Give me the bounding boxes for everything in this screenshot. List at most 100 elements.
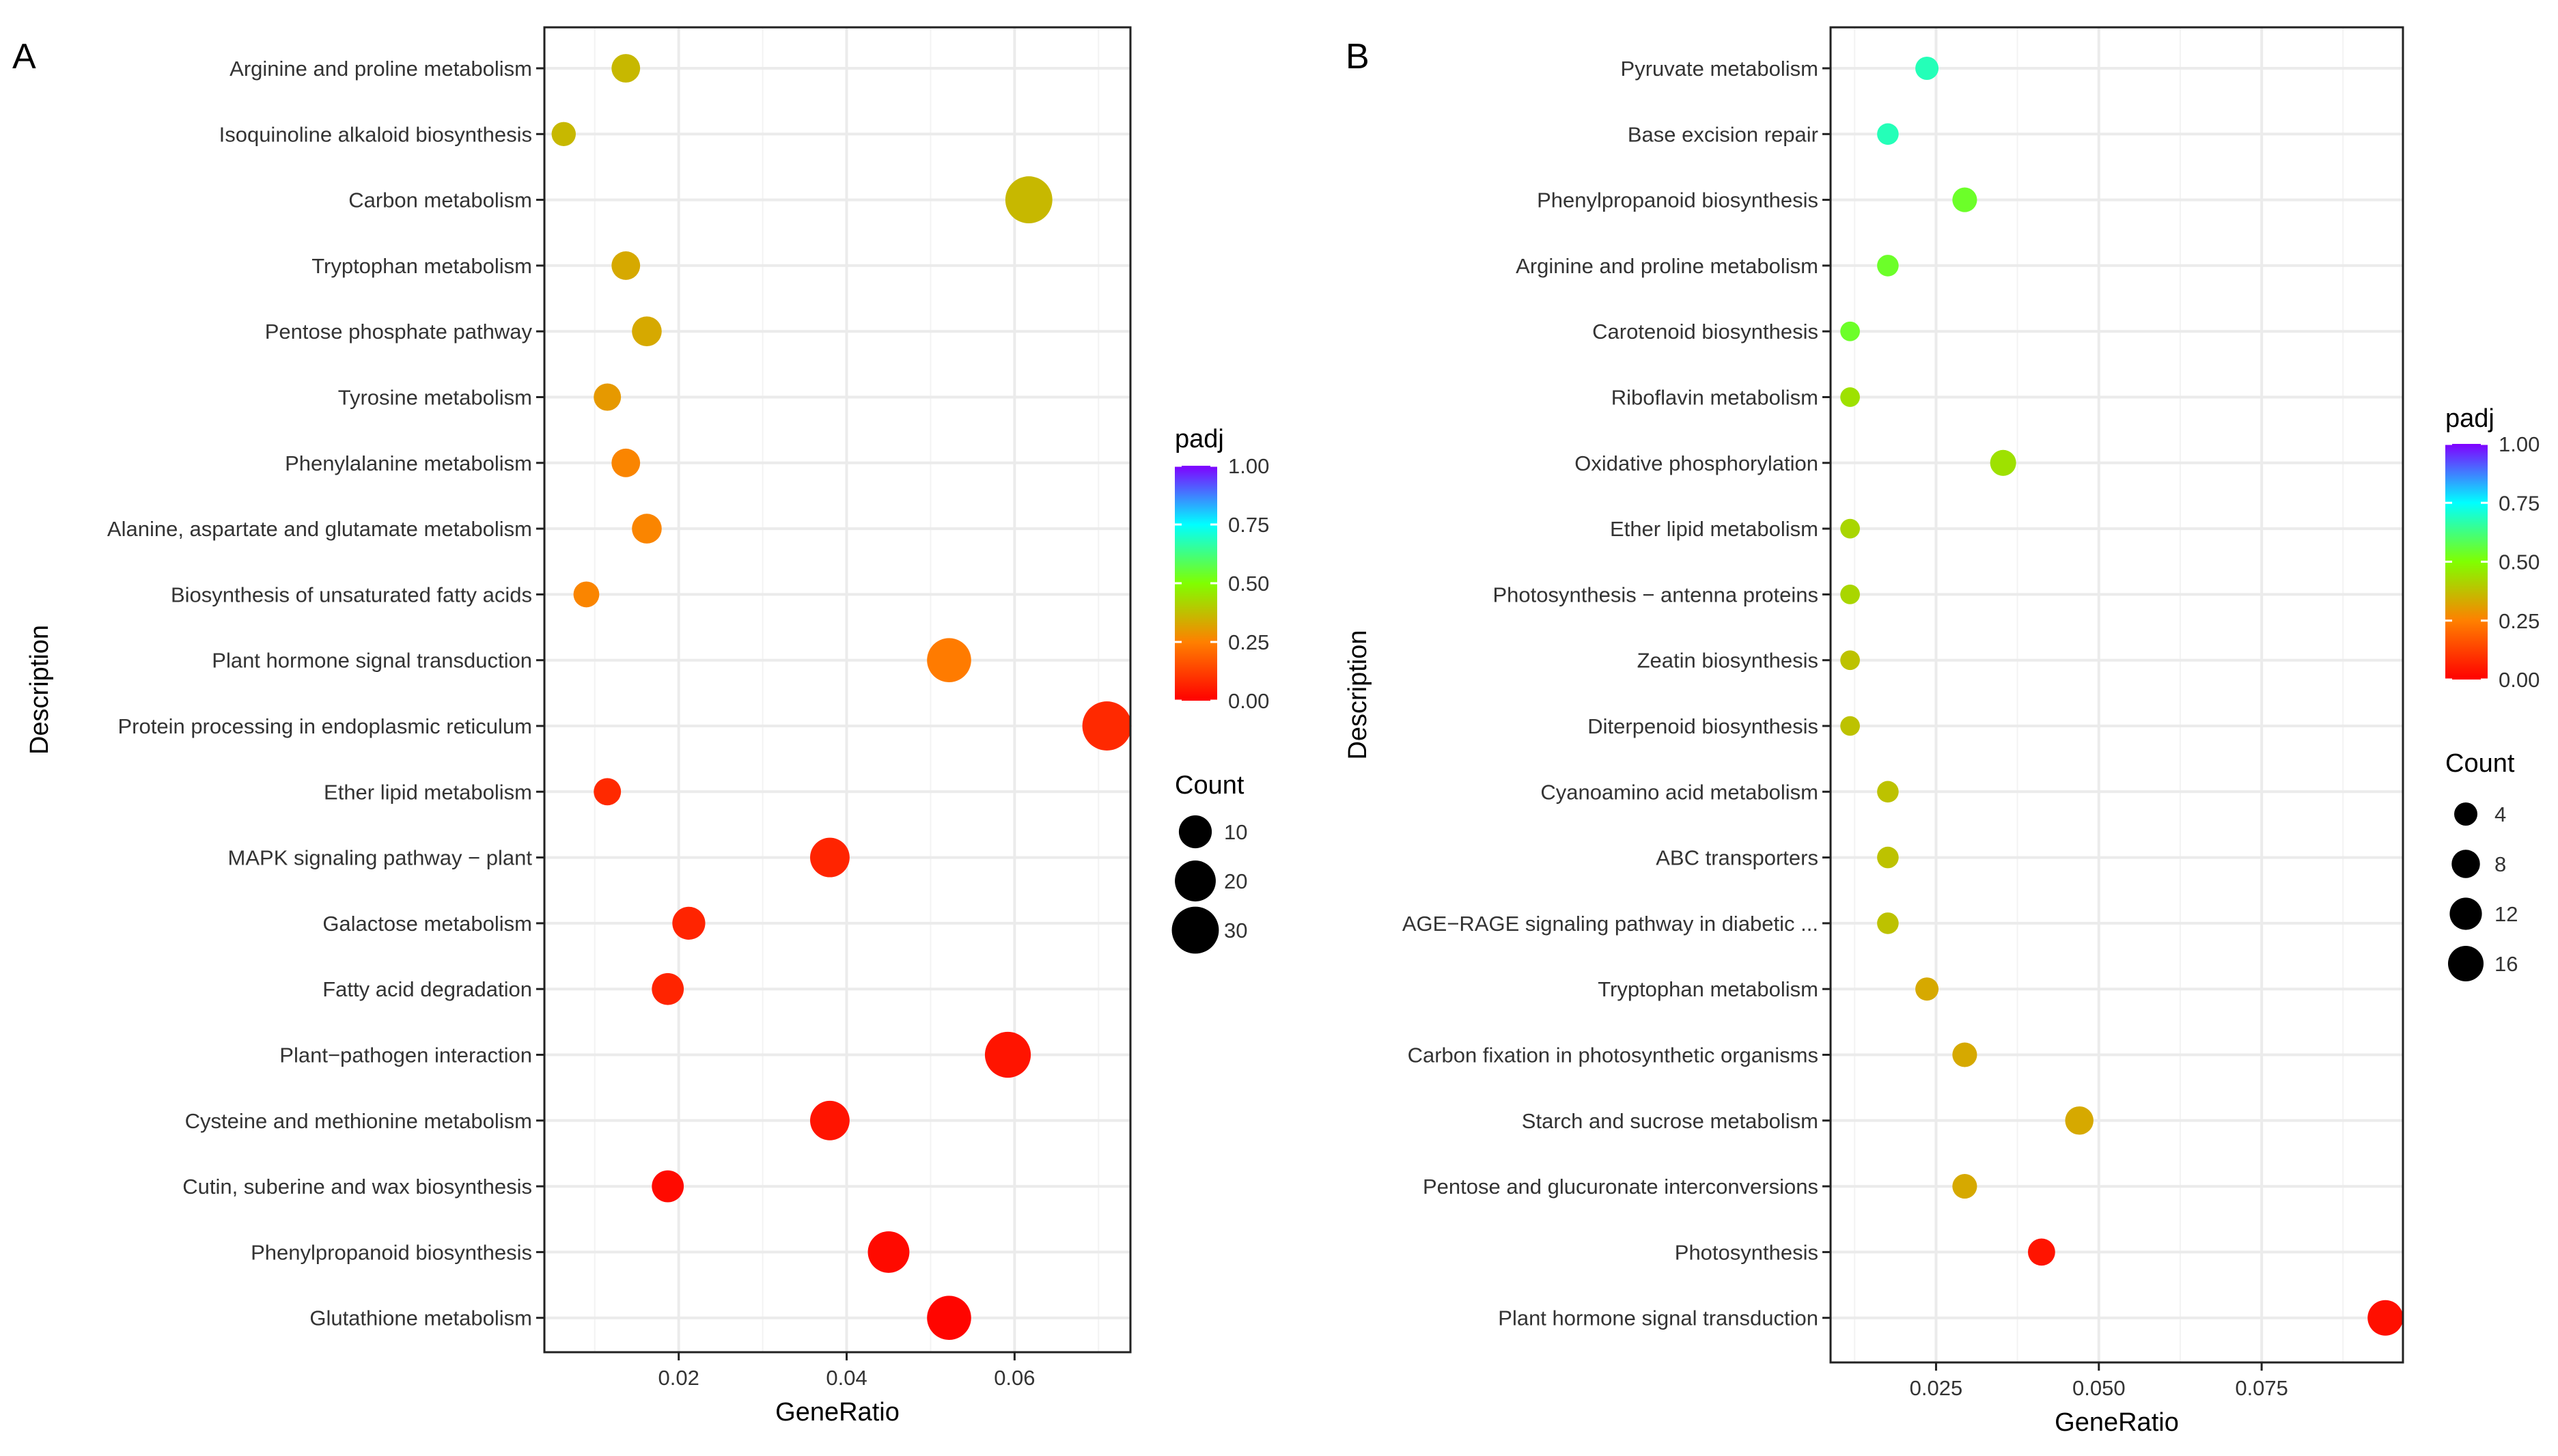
panel-a: A Arginine and proline metabolism Isoquino… xyxy=(12,26,1269,1427)
y-tick-label: Plant−pathogen interaction xyxy=(279,1044,532,1067)
count-legend-label: 10 xyxy=(1224,820,1247,844)
count-legend-label: 4 xyxy=(2494,802,2506,826)
data-point xyxy=(1990,449,2016,476)
y-tick-label: Starch and sucrose metabolism xyxy=(1522,1109,1818,1133)
padj-legend-title: padj xyxy=(2445,404,2494,433)
plot-border xyxy=(1829,26,2404,1364)
y-tick-label: Base excision repair xyxy=(1628,122,1818,146)
data-point xyxy=(611,448,641,477)
data-point xyxy=(810,1100,850,1140)
y-tick-label: Tryptophan metabolism xyxy=(1598,977,1818,1001)
data-point xyxy=(632,316,662,346)
data-point xyxy=(810,837,850,878)
x-axis-title: GeneRatio xyxy=(775,1398,900,1427)
count-legend-label: 12 xyxy=(2494,902,2518,926)
y-tick-label: Phenylpropanoid biosynthesis xyxy=(251,1240,532,1264)
data-point xyxy=(611,251,641,280)
y-tick-label: Tyrosine metabolism xyxy=(338,386,532,410)
y-tick-label: Cysteine and methionine metabolism xyxy=(185,1109,532,1133)
y-tick-label: Carotenoid biosynthesis xyxy=(1592,320,1818,344)
colorbar-label: 0.75 xyxy=(2499,491,2540,515)
colorbar-label: 0.75 xyxy=(1228,513,1269,537)
y-tick-label: Fatty acid degradation xyxy=(322,977,532,1001)
count-legend-title: Count xyxy=(2445,749,2515,778)
count-legend-dot xyxy=(1175,860,1216,901)
colorbar-label: 1.00 xyxy=(1228,454,1269,478)
y-tick-label: Arginine and proline metabolism xyxy=(230,57,532,81)
y-tick-label: Carbon fixation in photosynthetic organi… xyxy=(1408,1044,1818,1067)
x-tick-label: 0.06 xyxy=(994,1366,1035,1390)
panel-label: B xyxy=(1346,37,1370,76)
data-point xyxy=(1877,123,1899,145)
y-tick-label: Pentose phosphate pathway xyxy=(265,320,533,344)
data-point xyxy=(1840,716,1860,736)
data-point xyxy=(1840,321,1860,341)
y-tick-label: Biosynthesis of unsaturated fatty acids xyxy=(171,583,532,606)
data-point xyxy=(1877,781,1899,803)
data-point xyxy=(1840,650,1860,671)
data-point xyxy=(984,1031,1031,1078)
colorbar-label: 1.00 xyxy=(2499,432,2540,456)
y-axis-title: Description xyxy=(25,625,54,755)
colorbar-label: 0.50 xyxy=(1228,572,1269,596)
colorbar-label: 0.50 xyxy=(2499,550,2540,574)
data-point xyxy=(1005,176,1053,224)
y-tick-label: Arginine and proline metabolism xyxy=(1516,254,1818,278)
data-point xyxy=(1877,912,1899,934)
y-tick-label: Ether lipid metabolism xyxy=(324,780,532,804)
panel-label: A xyxy=(12,37,36,76)
count-legend-label: 20 xyxy=(1224,869,1247,893)
y-tick-label: Riboflavin metabolism xyxy=(1611,386,1818,410)
data-point xyxy=(2027,1238,2055,1266)
x-tick-label: 0.04 xyxy=(826,1366,867,1390)
data-point xyxy=(1915,57,1939,80)
y-tick-label: Diterpenoid biosynthesis xyxy=(1587,714,1818,738)
y-tick-label: Pentose and glucuronate interconversions xyxy=(1423,1175,1818,1199)
y-tick-label: Photosynthesis − antenna proteins xyxy=(1492,583,1818,606)
y-tick-label: Plant hormone signal transduction xyxy=(1498,1306,1818,1330)
data-point xyxy=(1877,846,1899,869)
colorbar-label: 0.25 xyxy=(1228,630,1269,654)
y-tick-label: Cutin, suberine and wax biosynthesis xyxy=(182,1175,532,1199)
y-tick-label: Plant hormone signal transduction xyxy=(212,649,532,673)
data-point xyxy=(652,1170,684,1203)
y-tick-label: Tryptophan metabolism xyxy=(311,254,532,278)
y-tick-label: Pyruvate metabolism xyxy=(1621,57,1818,81)
y-tick-label: Alanine, aspartate and glutamate metabol… xyxy=(107,517,532,541)
padj-legend-title: padj xyxy=(1175,425,1224,453)
y-tick-label: AGE−RAGE signaling pathway in diabetic .… xyxy=(1402,912,1818,936)
data-point xyxy=(573,581,600,608)
data-point xyxy=(1952,187,1977,212)
data-point xyxy=(1082,701,1132,751)
plot-background xyxy=(544,27,1130,1352)
y-tick-label: Cyanoamino acid metabolism xyxy=(1540,780,1818,804)
data-point xyxy=(1952,1174,1977,1199)
data-point xyxy=(2367,1300,2404,1336)
count-legend-title: Count xyxy=(1175,771,1245,800)
y-tick-label: ABC transporters xyxy=(1656,846,1818,870)
y-tick-label: Ether lipid metabolism xyxy=(1610,517,1818,541)
data-point xyxy=(1840,387,1860,407)
colorbar-label: 0.00 xyxy=(1228,689,1269,713)
colorbar-label: 0.00 xyxy=(2499,668,2540,692)
colorbar-label: 0.25 xyxy=(2499,609,2540,633)
data-point xyxy=(1952,1042,1977,1067)
x-tick-label: 0.050 xyxy=(2072,1376,2126,1400)
data-point xyxy=(1915,977,1939,1001)
plot-background xyxy=(1831,27,2403,1362)
y-tick-label: Glutathione metabolism xyxy=(309,1306,532,1330)
x-tick-label: 0.075 xyxy=(2235,1376,2288,1400)
x-tick-label: 0.02 xyxy=(658,1366,699,1390)
y-tick-label: Photosynthesis xyxy=(1675,1240,1818,1264)
y-tick-label: Zeatin biosynthesis xyxy=(1637,649,1818,673)
panel-b: B Pyruvate metabolism Base excision repair… xyxy=(1344,26,2540,1437)
data-point xyxy=(927,1296,971,1340)
count-legend-dot xyxy=(2454,802,2477,826)
count-legend-dot xyxy=(2451,850,2480,878)
data-point xyxy=(652,972,684,1005)
y-tick-label: Isoquinoline alkaloid biosynthesis xyxy=(219,122,532,146)
data-point xyxy=(611,54,641,83)
count-legend-dot xyxy=(2448,946,2484,981)
data-point xyxy=(1840,518,1860,539)
